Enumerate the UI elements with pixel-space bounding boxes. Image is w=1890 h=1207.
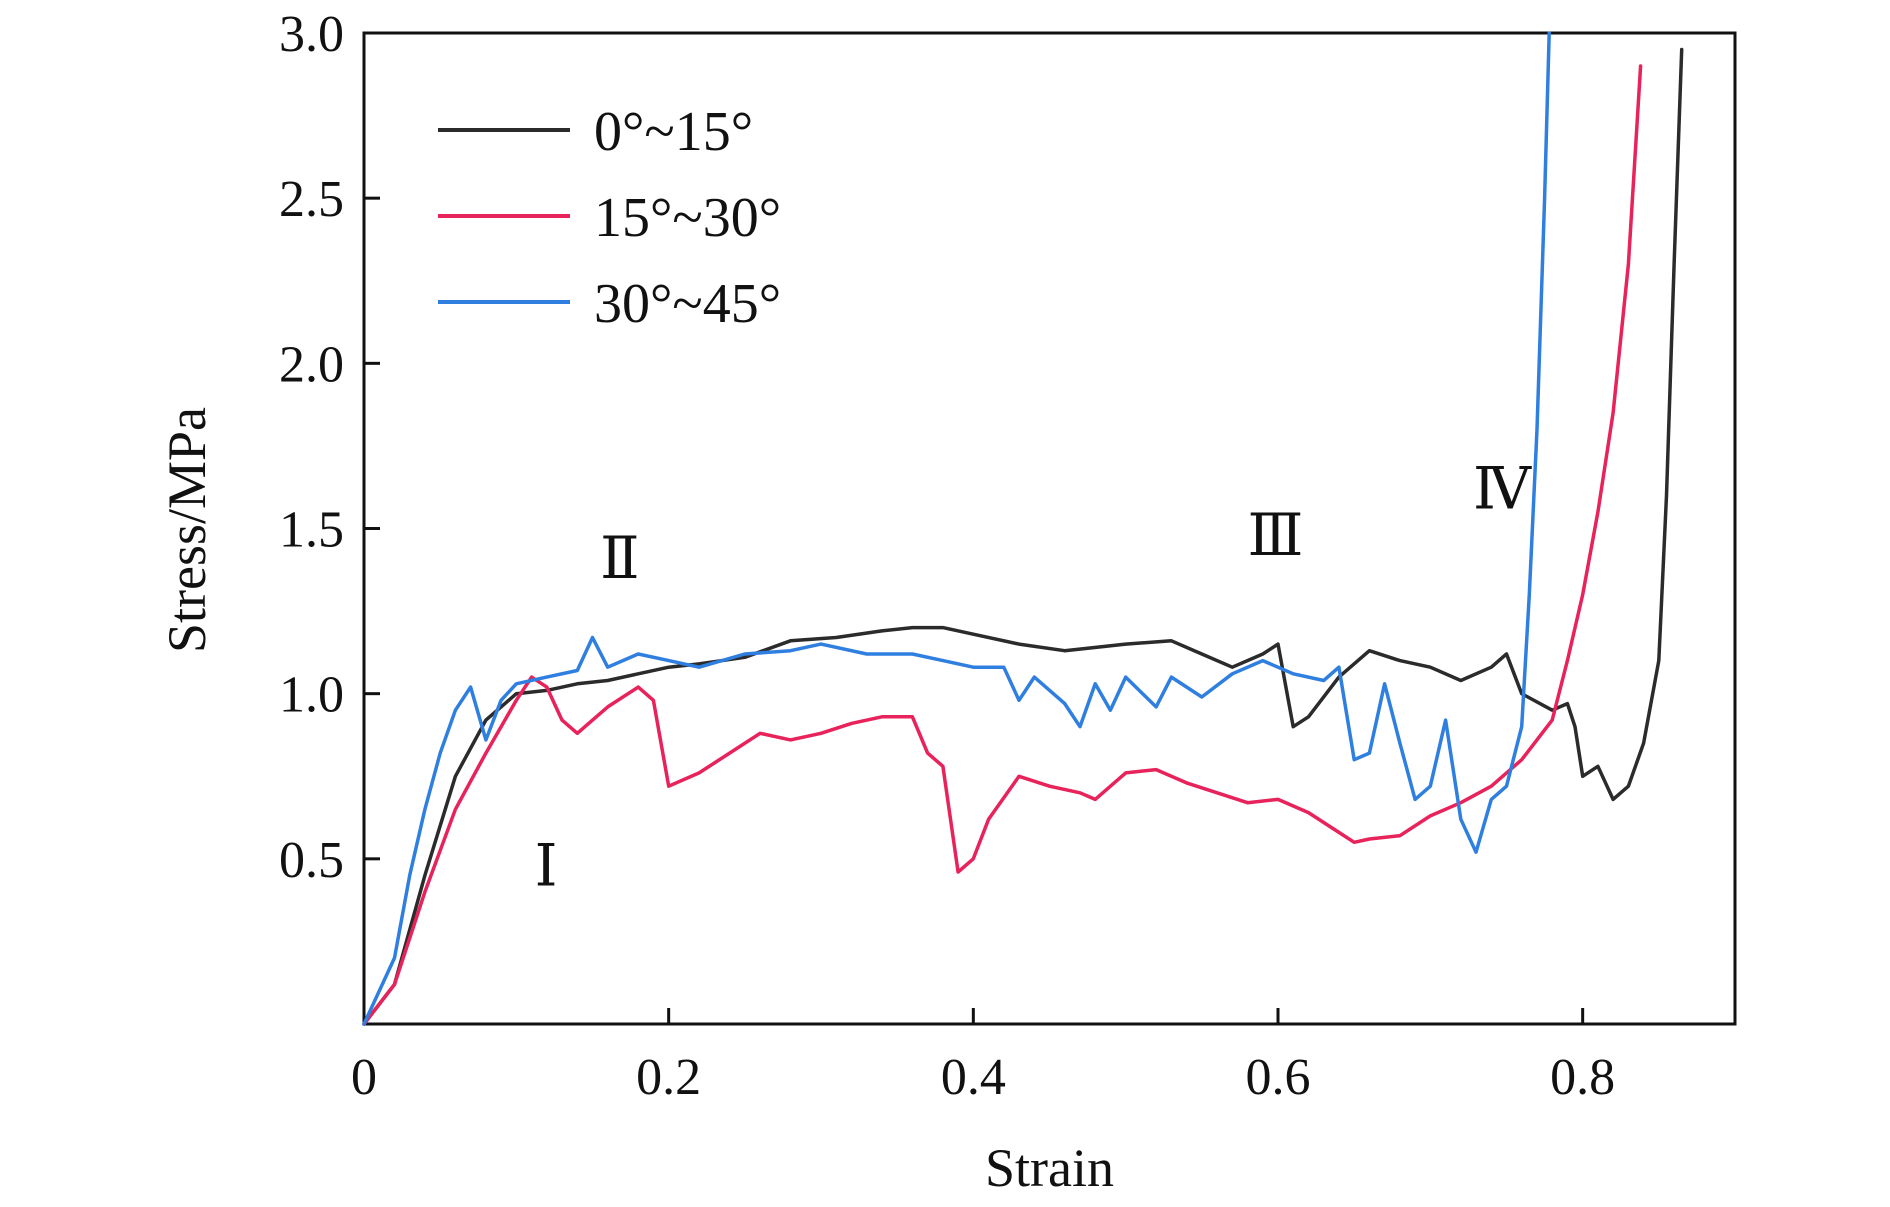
y-tick-label: 3.0 [279, 6, 344, 63]
legend-label-3: 30°~45° [594, 273, 781, 335]
y-tick-label: 1.0 [279, 667, 344, 724]
y-axis-title: Stress/MPa [157, 407, 217, 653]
plot-lines [362, 31, 1684, 1026]
plot-frame [362, 31, 1737, 1026]
x-tick-label: 0.4 [941, 1049, 1006, 1106]
stage-label-2: Ⅱ [600, 526, 639, 591]
x-tick-label: 0 [351, 1049, 377, 1106]
stage-label-1: Ⅰ [535, 833, 558, 898]
x-tick-label: 0.6 [1246, 1049, 1311, 1106]
legend-label-1: 0°~15° [594, 101, 753, 163]
y-tick-label: 2.0 [279, 336, 344, 393]
x-tick-label: 0.8 [1550, 1049, 1615, 1106]
series-line-1 [362, 47, 1684, 1026]
legend: 0°~15° 15°~30° 30°~45° [438, 101, 781, 335]
stage-label-3: Ⅲ [1248, 503, 1304, 568]
y-tick-label: 0.5 [279, 832, 344, 889]
x-axis-title: Strain [985, 1138, 1114, 1198]
series-line-3 [362, 31, 1551, 1026]
stage-label-4: Ⅳ [1473, 457, 1532, 522]
legend-label-2: 15°~30° [594, 187, 781, 249]
y-tick-label: 2.5 [279, 171, 344, 228]
annotations: Ⅰ Ⅱ Ⅲ Ⅳ [535, 457, 1532, 899]
y-axis-ticks: 0.5 1.0 1.5 2.0 2.5 3.0 [279, 6, 380, 889]
x-axis-ticks: 0 0.2 0.4 0.6 0.8 [351, 1008, 1615, 1106]
series-line-2 [362, 64, 1643, 1026]
x-tick-label: 0.2 [636, 1049, 701, 1106]
y-tick-label: 1.5 [279, 502, 344, 559]
